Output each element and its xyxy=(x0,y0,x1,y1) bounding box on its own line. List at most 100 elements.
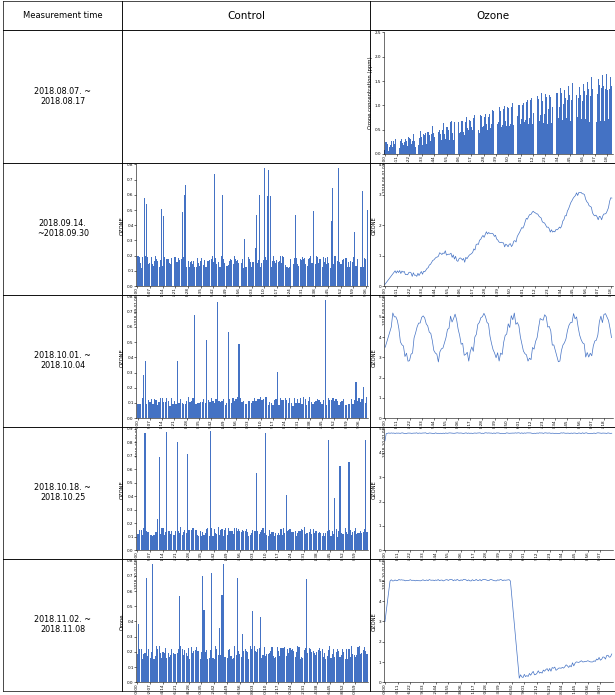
Bar xyxy=(582,101,583,154)
Bar xyxy=(526,102,527,154)
Bar xyxy=(341,402,343,418)
Bar xyxy=(310,529,311,550)
Bar xyxy=(202,402,203,418)
Bar xyxy=(429,136,430,154)
Y-axis label: Ozone concentration (ppm): Ozone concentration (ppm) xyxy=(368,57,373,129)
Bar xyxy=(608,120,609,154)
Bar xyxy=(224,657,225,682)
Bar xyxy=(309,397,311,418)
Bar xyxy=(197,258,198,286)
Bar xyxy=(332,398,333,418)
Bar xyxy=(606,74,607,154)
Bar xyxy=(175,530,177,550)
Bar xyxy=(534,103,536,154)
Bar xyxy=(256,473,257,550)
Bar xyxy=(294,258,295,286)
Bar xyxy=(170,534,171,550)
Bar xyxy=(161,658,162,682)
Bar xyxy=(412,141,413,154)
Bar xyxy=(261,530,263,550)
Bar xyxy=(360,402,361,418)
Bar xyxy=(359,533,360,550)
Bar xyxy=(296,258,297,286)
Bar xyxy=(205,533,206,550)
Bar xyxy=(426,144,427,154)
Bar xyxy=(277,373,278,418)
Bar xyxy=(274,400,275,418)
Bar xyxy=(319,400,320,418)
Bar xyxy=(305,648,306,682)
Bar xyxy=(330,536,331,550)
Bar xyxy=(256,651,257,682)
Bar xyxy=(233,534,234,550)
Bar xyxy=(260,268,261,286)
Bar xyxy=(245,267,246,286)
Bar xyxy=(338,531,339,550)
Bar xyxy=(192,398,194,418)
Bar xyxy=(595,92,597,154)
Bar xyxy=(175,404,177,418)
Bar xyxy=(302,657,303,682)
Bar xyxy=(287,531,288,550)
Bar xyxy=(239,345,240,418)
Bar xyxy=(463,133,464,154)
Bar xyxy=(385,142,386,154)
Bar xyxy=(255,530,256,550)
Bar xyxy=(207,261,208,286)
Bar xyxy=(428,131,429,154)
Bar xyxy=(388,151,389,154)
Bar xyxy=(263,399,264,418)
Bar xyxy=(314,533,315,550)
Bar xyxy=(462,122,463,154)
Bar xyxy=(188,397,189,418)
Bar xyxy=(346,258,347,286)
Bar xyxy=(159,457,160,550)
Bar xyxy=(200,261,201,286)
Bar xyxy=(483,126,484,154)
Bar xyxy=(232,659,233,682)
Bar xyxy=(273,532,274,550)
Bar xyxy=(312,404,314,418)
Bar xyxy=(225,657,226,682)
Bar xyxy=(143,654,145,682)
Bar xyxy=(362,191,363,286)
Bar xyxy=(309,648,310,682)
Bar xyxy=(192,653,193,682)
Bar xyxy=(319,532,320,550)
Bar xyxy=(386,142,387,154)
Bar xyxy=(212,536,213,550)
Bar xyxy=(303,259,304,286)
Bar xyxy=(276,399,277,418)
Bar xyxy=(364,258,365,286)
Bar xyxy=(257,649,258,682)
Bar xyxy=(365,651,366,682)
Bar xyxy=(218,528,219,550)
Bar xyxy=(196,647,197,682)
Bar xyxy=(148,649,149,682)
Bar xyxy=(485,115,486,154)
Bar xyxy=(405,139,406,154)
Bar xyxy=(282,535,283,550)
Bar xyxy=(487,130,488,154)
Bar xyxy=(146,204,147,286)
Bar xyxy=(145,256,146,286)
Bar xyxy=(259,648,260,682)
Bar xyxy=(207,528,208,550)
Text: 2018.10.01. ~
2018.10.04: 2018.10.01. ~ 2018.10.04 xyxy=(34,351,91,370)
Bar xyxy=(328,650,329,682)
Bar xyxy=(221,595,223,682)
Bar xyxy=(166,398,167,418)
Bar xyxy=(252,530,253,550)
Bar xyxy=(222,195,223,286)
Bar xyxy=(549,95,550,154)
Bar xyxy=(424,135,425,154)
Bar xyxy=(178,648,179,682)
Bar xyxy=(196,268,197,286)
Bar xyxy=(268,404,269,418)
Bar xyxy=(554,94,555,154)
Bar xyxy=(257,263,258,286)
Bar xyxy=(218,401,220,418)
Bar xyxy=(310,256,311,286)
Bar xyxy=(154,261,155,286)
Bar xyxy=(529,118,530,154)
